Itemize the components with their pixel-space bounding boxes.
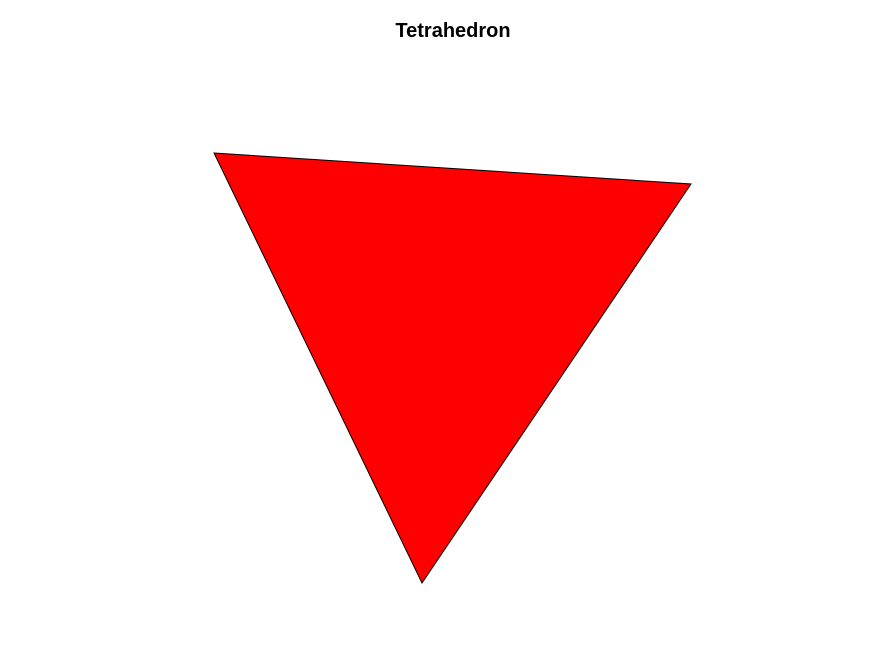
tetrahedron-face [213,152,692,585]
figure-title: Tetrahedron [395,20,511,42]
